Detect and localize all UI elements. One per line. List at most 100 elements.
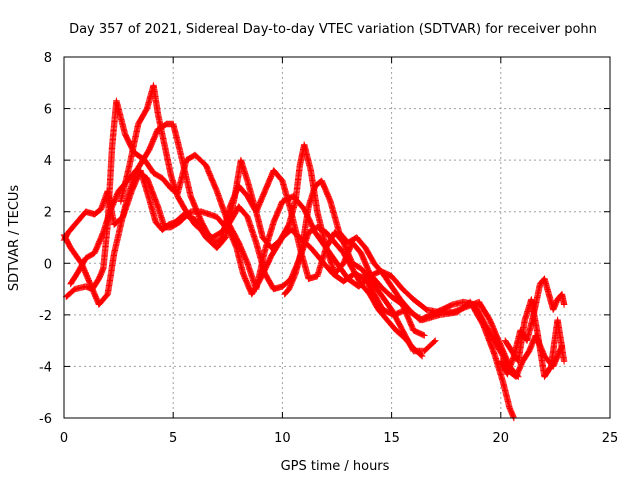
data-point xyxy=(392,327,407,341)
data-point xyxy=(486,316,504,348)
data-point xyxy=(353,234,368,251)
data-point xyxy=(506,404,517,421)
data-point xyxy=(388,306,406,333)
tick-layer: 0 5 10 15 20 25 -6 -4 -2 0 2 4 6 8 xyxy=(39,51,618,446)
data-point xyxy=(427,307,444,319)
data-point xyxy=(357,265,373,281)
data-point xyxy=(318,177,334,204)
data-point xyxy=(233,244,246,276)
data-point xyxy=(244,213,259,245)
data-point xyxy=(331,261,346,277)
data-point xyxy=(410,327,427,339)
data-point xyxy=(159,175,174,191)
data-point xyxy=(475,298,493,323)
data-point xyxy=(67,244,84,266)
data-point xyxy=(336,229,351,245)
data-point xyxy=(377,283,394,300)
data-point xyxy=(331,229,346,245)
data-point xyxy=(482,322,497,343)
data-point xyxy=(375,306,390,323)
data-point xyxy=(113,97,128,137)
y-tick-label: -2 xyxy=(39,309,52,324)
data-point xyxy=(106,145,116,190)
data-point xyxy=(146,195,159,224)
data-point xyxy=(410,345,425,359)
data-point xyxy=(91,206,104,218)
data-point xyxy=(366,275,384,297)
data-point xyxy=(405,306,423,323)
data-point xyxy=(432,337,439,344)
data-point xyxy=(357,249,373,276)
data-point xyxy=(397,296,412,312)
data-point xyxy=(519,348,532,365)
data-point xyxy=(418,352,426,360)
data-point xyxy=(73,209,89,226)
data-point xyxy=(515,318,528,365)
y-tick-label: 4 xyxy=(44,154,52,169)
data-point xyxy=(126,122,142,169)
data-point xyxy=(279,177,294,214)
data-point xyxy=(534,332,548,379)
data-point xyxy=(73,256,89,277)
data-point xyxy=(63,286,78,300)
data-point xyxy=(362,244,377,266)
data-point xyxy=(366,270,383,289)
data-point xyxy=(340,239,355,266)
data-point xyxy=(198,208,219,220)
y-tick-label: -6 xyxy=(39,412,52,427)
data-point xyxy=(150,169,165,181)
y-tick-label: 8 xyxy=(44,51,52,66)
data-point xyxy=(209,229,224,241)
data-point xyxy=(560,301,568,308)
data-point xyxy=(161,141,174,178)
x-tick-label: 0 xyxy=(60,431,68,446)
data-point xyxy=(67,271,80,288)
data-point xyxy=(401,334,416,351)
data-point xyxy=(268,237,283,251)
data-point xyxy=(292,245,305,277)
data-point xyxy=(471,301,489,328)
y-tick-label: 2 xyxy=(44,206,52,221)
data-point xyxy=(502,337,515,354)
y-tick-label: 0 xyxy=(44,257,52,272)
data-point xyxy=(384,316,399,333)
data-point xyxy=(449,304,468,316)
data-point xyxy=(235,182,250,199)
data-point xyxy=(292,163,303,205)
data-point xyxy=(137,167,152,201)
chart-title: Day 357 of 2021, Sidereal Day-to-day VTE… xyxy=(69,22,597,37)
data-point xyxy=(237,156,251,183)
x-axis-label: GPS time / hours xyxy=(281,459,390,474)
y-tick-label: 6 xyxy=(44,103,52,118)
data-point xyxy=(421,338,438,355)
data-point xyxy=(388,283,403,302)
data-point xyxy=(560,358,568,365)
data-point xyxy=(340,249,355,271)
data-point xyxy=(253,239,268,276)
data-point xyxy=(191,221,206,235)
data-point xyxy=(541,275,552,297)
data-point xyxy=(554,316,568,364)
data-point xyxy=(235,239,251,266)
data-point xyxy=(399,285,416,302)
data-point xyxy=(183,208,198,227)
data-point xyxy=(528,296,541,338)
series-track-f xyxy=(281,177,566,380)
data-point xyxy=(277,222,292,244)
data-point xyxy=(438,301,455,313)
data-point xyxy=(491,350,506,384)
data-point xyxy=(331,239,346,256)
data-point xyxy=(388,273,405,292)
data-point xyxy=(154,203,168,230)
data-point xyxy=(349,265,364,286)
data-point xyxy=(421,332,428,339)
data-point xyxy=(82,250,97,262)
data-point xyxy=(235,203,250,220)
data-point xyxy=(357,280,373,297)
data-point xyxy=(314,245,329,280)
x-tick-label: 5 xyxy=(169,431,177,446)
data-point xyxy=(504,354,517,378)
data-point xyxy=(285,271,299,293)
data-point xyxy=(298,204,312,251)
data-point xyxy=(314,224,329,235)
